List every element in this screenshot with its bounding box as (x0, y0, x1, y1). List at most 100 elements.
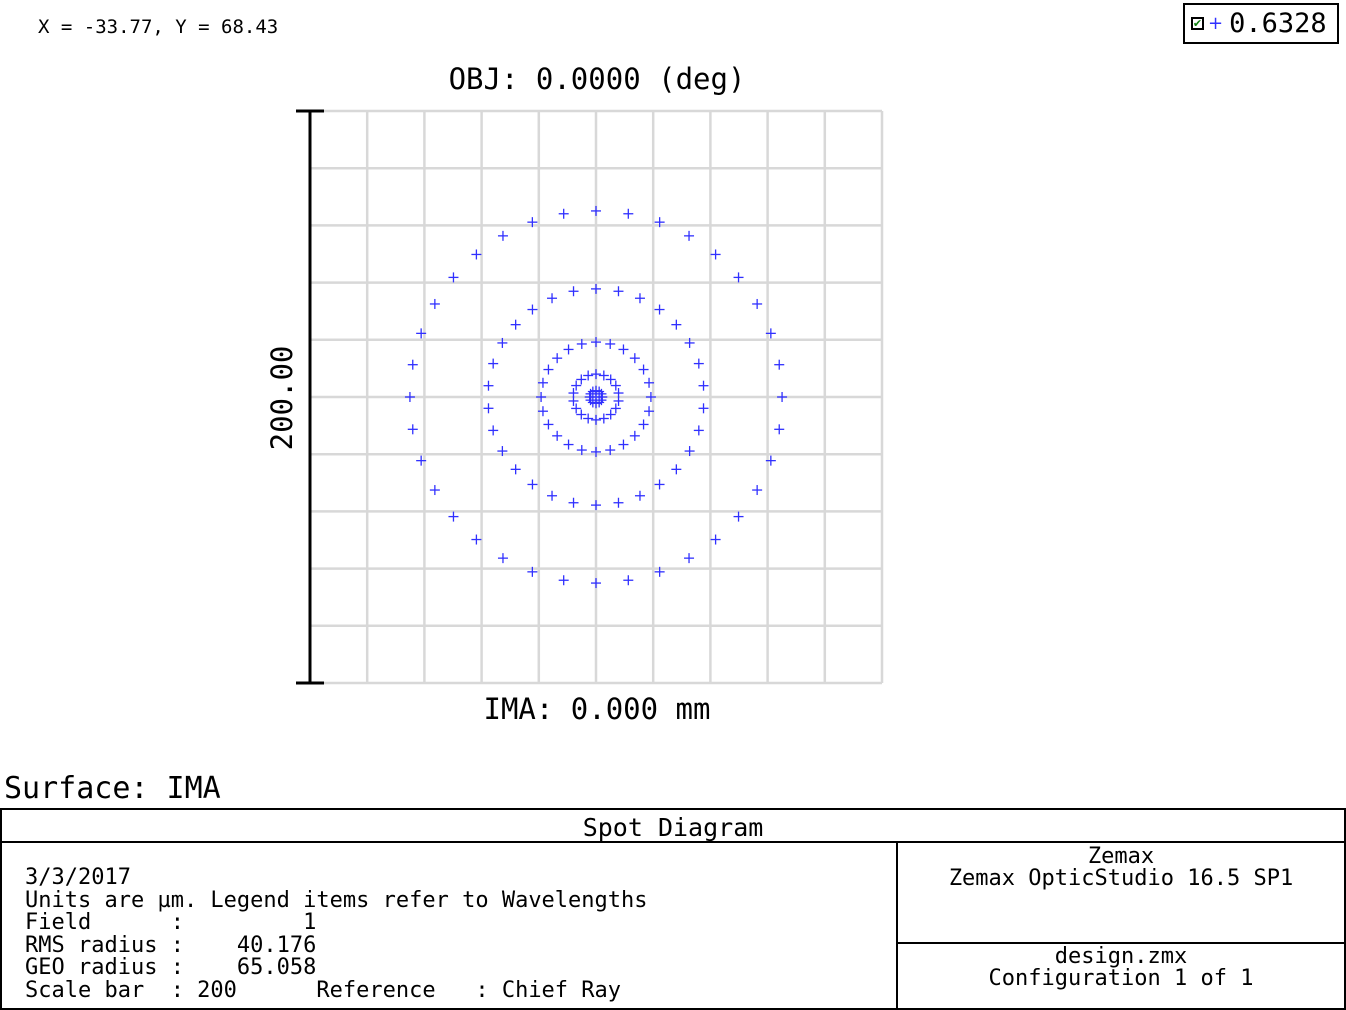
spot-point (644, 406, 655, 417)
spot-point (710, 534, 721, 545)
spot-point (638, 364, 649, 375)
spot-point (684, 230, 695, 241)
spot-point (429, 485, 440, 496)
spot-point (568, 497, 579, 508)
spot-point (587, 386, 598, 397)
spot-point (654, 479, 665, 490)
spot-point (698, 403, 709, 414)
spot-point (623, 575, 634, 586)
spot-point (543, 364, 554, 375)
spot-point (537, 406, 548, 417)
analysis-title: Spot Diagram (2, 810, 1344, 843)
spot-point (605, 338, 616, 349)
spot-point (654, 217, 665, 228)
spot-point (527, 566, 538, 577)
cursor-coordinate-readout: X = -33.77, Y = 68.43 (38, 16, 279, 38)
spot-point (497, 230, 508, 241)
surface-label: Surface: IMA (4, 771, 221, 806)
spot-point (527, 479, 538, 490)
spot-point (610, 403, 621, 414)
spot-point (576, 374, 587, 385)
spot-point (684, 446, 695, 457)
spot-point (634, 490, 645, 501)
spot-point (552, 353, 563, 364)
spot-point (605, 409, 616, 420)
spot-point (448, 272, 459, 283)
configuration-text: Configuration 1 of 1 (988, 966, 1254, 991)
spot-point (605, 374, 616, 385)
chart-title: OBJ: 0.0000 (deg) (448, 62, 746, 96)
field-text: Field : 1 (25, 910, 317, 935)
spot-point (497, 446, 508, 457)
spot-point (552, 430, 563, 441)
spot-point (765, 455, 776, 466)
spot-point (591, 392, 601, 402)
spot-point (583, 370, 594, 381)
spot-point (629, 430, 640, 441)
software-info: Zemax Zemax OpticStudio 16.5 SP1 (898, 843, 1344, 944)
spot-point (698, 380, 709, 391)
spot-point (638, 419, 649, 430)
spot-point (407, 359, 418, 370)
spot-point (613, 286, 624, 297)
spot-point (488, 425, 499, 436)
file-name: design.zmx (1054, 944, 1188, 969)
spot-point (654, 566, 665, 577)
scale-bar (296, 109, 324, 685)
company-name: Zemax (1087, 844, 1155, 869)
spot-point (547, 490, 558, 501)
spot-point (571, 403, 582, 414)
spot-point (558, 208, 569, 219)
info-details: 3/3/2017 Units are µm. Legend items refe… (2, 843, 898, 1008)
spot-point (591, 337, 601, 348)
spot-point (568, 388, 579, 399)
spot-point (671, 319, 682, 330)
spot-point (591, 283, 601, 294)
geo-radius-text: GEO radius : 65.058 (25, 955, 317, 980)
spot-point (527, 217, 538, 228)
spot-point (613, 395, 624, 406)
units-text: Units are µm. Legend items refer to Wave… (25, 888, 648, 913)
spot-point (510, 319, 521, 330)
spot-point (583, 413, 594, 424)
spot-point (644, 377, 655, 388)
spot-point (576, 338, 587, 349)
spot-point (543, 419, 554, 430)
spot-point (483, 380, 494, 391)
spot-point (488, 358, 499, 369)
spot-point (558, 575, 569, 586)
spot-diagram-plot[interactable] (0, 0, 1346, 805)
spot-point (610, 380, 621, 391)
spot-point (752, 298, 763, 309)
spot-points (404, 205, 788, 589)
plus-marker-icon: + (1208, 13, 1224, 34)
legend-checkbox[interactable]: ✔ (1191, 17, 1204, 30)
spot-point (591, 414, 601, 425)
spot-point (774, 424, 785, 435)
spot-point (591, 446, 601, 457)
spot-point (684, 553, 695, 564)
spot-point (591, 500, 601, 511)
spot-point (774, 359, 785, 370)
info-panel: Spot Diagram 3/3/2017 Units are µm. Lege… (0, 808, 1346, 1010)
spot-point (634, 293, 645, 304)
spot-point (623, 208, 634, 219)
spot-point (645, 392, 656, 402)
spot-point (693, 425, 704, 436)
spot-point (483, 403, 494, 414)
legend-wavelength-label: 0.6328 (1229, 8, 1327, 39)
spot-point (765, 328, 776, 339)
spot-point (733, 511, 744, 522)
spot-point (618, 344, 629, 355)
spot-point (497, 553, 508, 564)
spot-point (587, 397, 598, 408)
spot-point (591, 369, 601, 380)
spot-point (629, 353, 640, 364)
wavelength-legend[interactable]: ✔ + 0.6328 (1183, 3, 1339, 44)
date-text: 3/3/2017 (25, 865, 131, 890)
rms-radius-text: RMS radius : 40.176 (25, 933, 317, 958)
spot-point (510, 464, 521, 475)
spot-point (527, 304, 538, 315)
spot-point (671, 464, 682, 475)
file-info: design.zmx Configuration 1 of 1 (898, 944, 1344, 1008)
